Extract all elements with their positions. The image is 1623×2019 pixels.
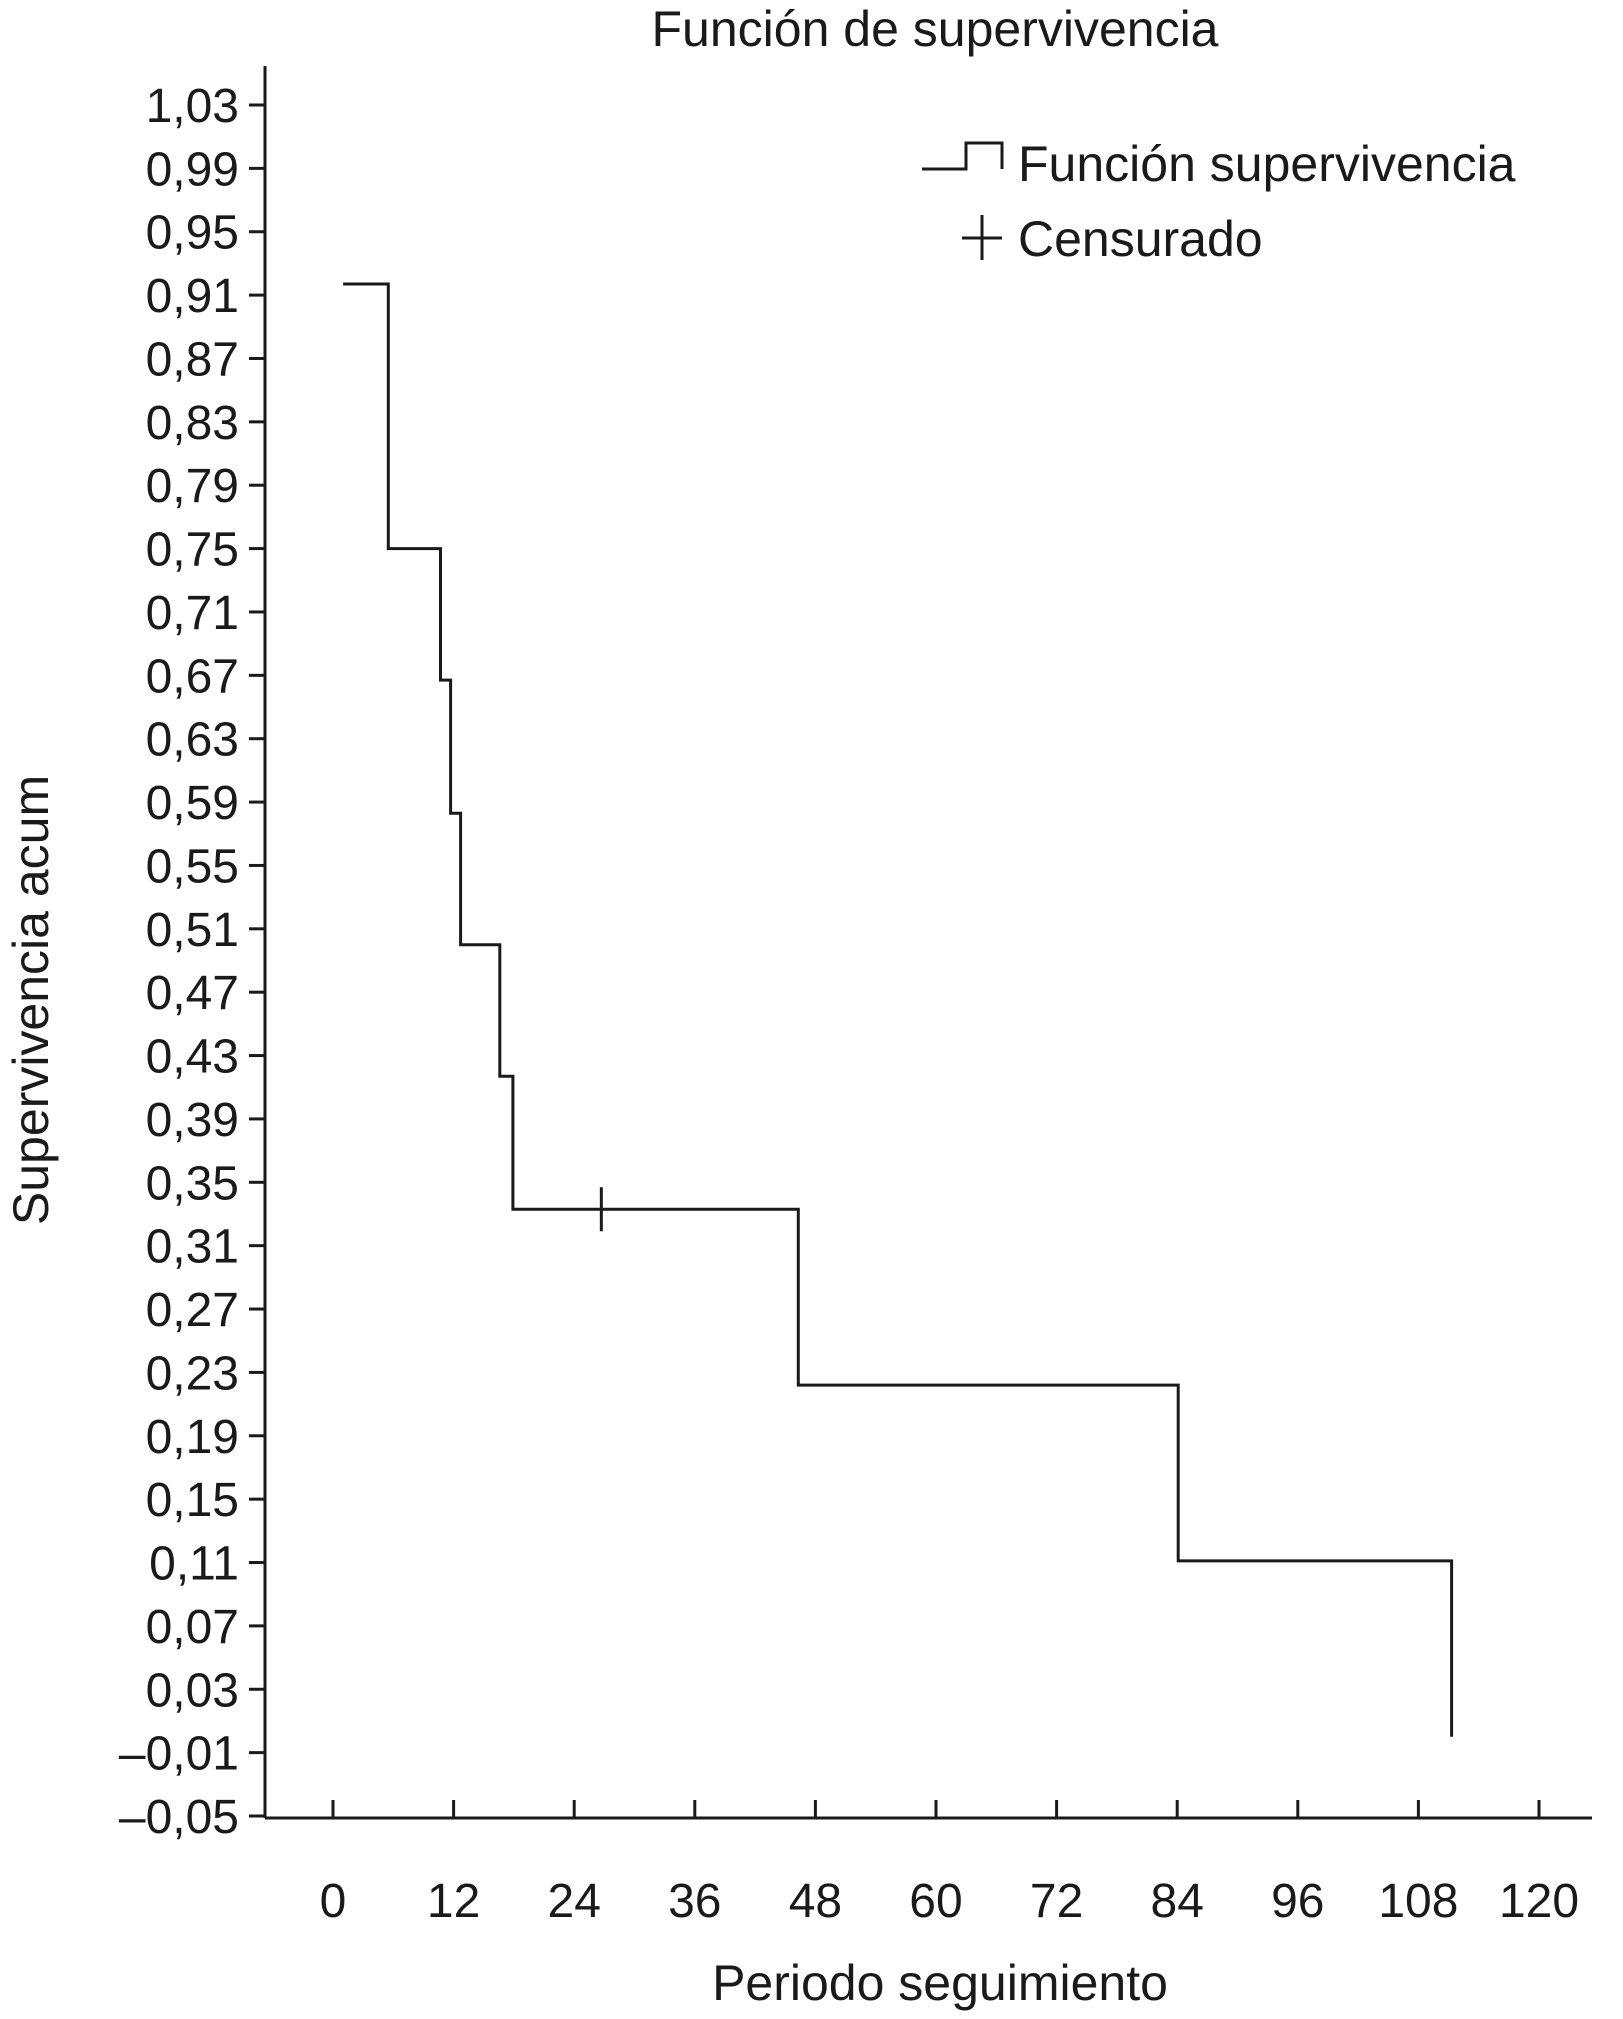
y-tick-label: 0,19 (146, 1411, 239, 1464)
y-tick-label: –0,01 (119, 1728, 239, 1781)
y-tick-label: 0,71 (146, 587, 239, 640)
x-axis-label: Periodo seguimiento (712, 1955, 1168, 2011)
y-tick-label: 0,15 (146, 1474, 239, 1527)
y-tick-label: 0,79 (146, 460, 239, 513)
legend-label-censored: Censurado (1018, 211, 1263, 267)
x-tick-label: 36 (668, 1875, 721, 1928)
y-tick-label: 0,55 (146, 840, 239, 893)
y-tick-label: 0,03 (146, 1664, 239, 1717)
y-tick-label: 0,67 (146, 650, 239, 703)
y-tick-label: 0,35 (146, 1157, 239, 1210)
y-tick-label: 0,39 (146, 1094, 239, 1147)
y-tick-label: 0,07 (146, 1601, 239, 1654)
chart-title: Función de supervivencia (652, 1, 1219, 57)
y-tick-label: 0,75 (146, 524, 239, 577)
x-tick-label: 48 (789, 1875, 842, 1928)
y-tick-label: 0,27 (146, 1284, 239, 1337)
y-tick-label: 0,95 (146, 207, 239, 260)
x-tick-label: 24 (548, 1875, 601, 1928)
x-tick-label: 72 (1030, 1875, 1083, 1928)
y-tick-label: 0,87 (146, 333, 239, 386)
x-tick-label: 96 (1271, 1875, 1324, 1928)
y-tick-label: 0,51 (146, 904, 239, 957)
legend: Función supervivencia Censurado (922, 136, 1516, 267)
legend-step-symbol (922, 141, 1004, 171)
x-tick-label: 60 (909, 1875, 962, 1928)
y-tick-label: 0,31 (146, 1221, 239, 1274)
plot-area (343, 282, 1454, 1737)
y-tick-label: 0,59 (146, 777, 239, 830)
axes (263, 66, 1592, 1820)
y-tick-label: 0,91 (146, 270, 239, 323)
x-ticks: 0 12 24 36 48 60 72 84 96 108 120 (320, 1800, 1579, 1928)
legend-label-survival: Función supervivencia (1018, 136, 1516, 192)
survival-step-line (343, 282, 1454, 1737)
x-tick-label: 120 (1499, 1875, 1579, 1928)
x-tick-label: 12 (427, 1875, 480, 1928)
y-tick-label: 0,11 (149, 1538, 239, 1591)
y-ticks: –0,05 –0,01 0,03 0,07 0,11 0,15 0,19 0,23 0,27 0,… (119, 80, 265, 1844)
x-tick-label: 84 (1151, 1875, 1204, 1928)
y-axis-label: Supervivencia acum (3, 775, 59, 1225)
y-tick-label: –0,05 (119, 1791, 239, 1844)
x-tick-label: 108 (1378, 1875, 1458, 1928)
y-tick-label: 0,43 (146, 1031, 239, 1084)
y-tick-label: 0,63 (146, 714, 239, 767)
y-tick-label: 0,99 (146, 143, 239, 196)
x-tick-label: 0 (320, 1875, 347, 1928)
y-tick-label: 0,23 (146, 1347, 239, 1400)
y-tick-label: 0,83 (146, 397, 239, 450)
y-tick-label: 0,47 (146, 967, 239, 1020)
y-tick-label: 1,03 (146, 80, 239, 133)
